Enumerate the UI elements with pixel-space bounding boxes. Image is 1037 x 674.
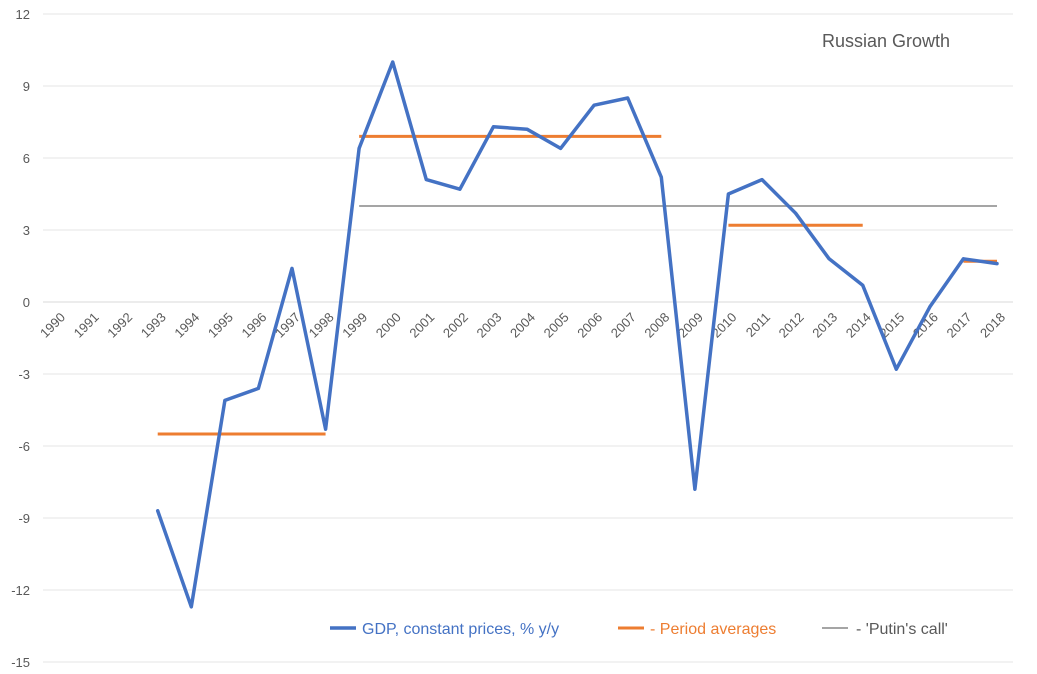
gdp-series-line: [155, 60, 999, 609]
legend-period-averages-label: - Period averages: [650, 621, 776, 638]
x-tick-label: 2014: [843, 310, 874, 341]
gdp-data-point: [659, 175, 663, 179]
x-tick-label: 1999: [339, 310, 370, 341]
y-tick-label: -6: [18, 439, 30, 454]
x-tick-label: 1991: [71, 310, 102, 341]
y-tick-label: -12: [11, 583, 30, 598]
gdp-data-point: [760, 178, 764, 182]
x-tick-label: 2013: [809, 310, 840, 341]
x-tick-label: 2001: [406, 310, 437, 341]
gdp-data-point: [491, 125, 495, 129]
gdp-data-point: [424, 178, 428, 182]
x-tick-label: 1996: [238, 310, 269, 341]
y-tick-label: 6: [23, 151, 30, 166]
gdp-data-point: [894, 367, 898, 371]
y-tick-label: -15: [11, 655, 30, 670]
y-tick-label: -9: [18, 511, 30, 526]
x-tick-label: 1998: [306, 310, 337, 341]
gdp-data-point: [626, 96, 630, 100]
x-tick-label: 1990: [37, 310, 68, 341]
gdp-data-point: [961, 257, 965, 261]
gdp-data-point: [794, 211, 798, 215]
gdp-data-point: [995, 262, 999, 266]
gdp-data-point: [525, 127, 529, 131]
x-tick-label: 2002: [440, 310, 471, 341]
legend: GDP, constant prices, % y/y - Period aver…: [330, 621, 948, 638]
x-tick-label: 2000: [373, 310, 404, 341]
x-tick-label: 1992: [104, 310, 135, 341]
x-tick-label: 2008: [641, 310, 672, 341]
x-tick-label: 2018: [977, 310, 1008, 341]
y-tick-label: 0: [23, 295, 30, 310]
x-tick-label: 2011: [743, 310, 773, 340]
x-tick-label: 2003: [473, 310, 504, 341]
gdp-data-point: [324, 427, 328, 431]
x-tick-label: 2007: [608, 310, 639, 341]
gdp-data-point: [223, 398, 227, 402]
gdp-data-point: [156, 509, 160, 513]
series-lines: [155, 60, 999, 609]
gdp-data-point: [592, 103, 596, 107]
y-axis-ticks: 12 9 6 3 0 -3 -6 -9 -12 -15: [11, 7, 30, 670]
gdp-data-point: [559, 146, 563, 150]
y-tick-label: 12: [16, 7, 30, 22]
x-tick-label: 1994: [171, 310, 202, 341]
gdp-data-point: [693, 487, 697, 491]
y-tick-label: 9: [23, 79, 30, 94]
gdp-data-point: [827, 257, 831, 261]
x-tick-label: 2017: [943, 310, 974, 341]
y-tick-label: -3: [18, 367, 30, 382]
x-tick-label: 2015: [876, 310, 907, 341]
gridlines: [43, 13, 1013, 663]
gdp-data-point: [256, 386, 260, 390]
x-tick-label: 2005: [541, 310, 572, 341]
legend-gdp-label: GDP, constant prices, % y/y: [362, 621, 559, 638]
gdp-data-point: [861, 283, 865, 287]
gdp-data-point: [189, 605, 193, 609]
y-tick-label: 3: [23, 223, 30, 238]
x-tick-label: 1993: [138, 310, 169, 341]
legend-putins-call-label: - 'Putin's call': [856, 621, 948, 638]
gdp-data-point: [357, 146, 361, 150]
gdp-data-point: [391, 60, 395, 64]
chart-title: Russian Growth: [822, 31, 950, 51]
x-tick-label: 2012: [776, 310, 807, 341]
gdp-data-point: [458, 187, 462, 191]
x-tick-label: 1995: [205, 310, 236, 341]
x-tick-label: 2006: [574, 310, 605, 341]
gdp-data-point: [928, 305, 932, 309]
x-axis-ticks: 1990 1991 1992 1993 1994 1995 1996 1997 1998 1999…: [37, 310, 1008, 341]
x-tick-label: 2004: [507, 310, 538, 341]
gdp-data-point: [726, 192, 730, 196]
gdp-data-point: [290, 266, 294, 270]
